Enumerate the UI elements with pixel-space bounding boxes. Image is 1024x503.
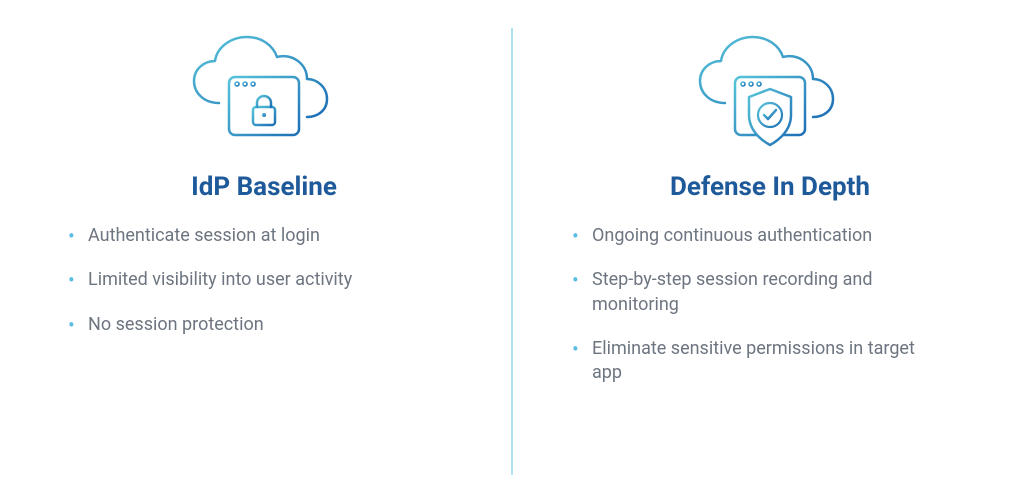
left-panel: IdP Baseline Authenticate session at log…: [0, 0, 512, 503]
list-item: No session protection: [64, 313, 444, 337]
right-panel: Defense In Depth Ongoing continuous auth…: [512, 0, 1024, 503]
list-item: Ongoing continuous authentication: [568, 224, 948, 248]
list-item: Authenticate session at login: [64, 224, 444, 248]
infographic-container: IdP Baseline Authenticate session at log…: [0, 0, 1024, 503]
right-bullet-list: Ongoing continuous authentication Step-b…: [568, 224, 948, 405]
list-item: Eliminate sensitive permissions in targe…: [568, 337, 948, 386]
cloud-shield-icon: [685, 28, 855, 158]
vertical-divider: [512, 28, 513, 475]
cloud-lock-icon: [179, 28, 349, 158]
left-title: IdP Baseline: [191, 172, 337, 202]
right-title: Defense In Depth: [670, 172, 870, 202]
list-item: Limited visibility into user activity: [64, 268, 444, 292]
list-item: Step-by-step session recording and monit…: [568, 268, 948, 317]
left-bullet-list: Authenticate session at login Limited vi…: [64, 224, 444, 357]
